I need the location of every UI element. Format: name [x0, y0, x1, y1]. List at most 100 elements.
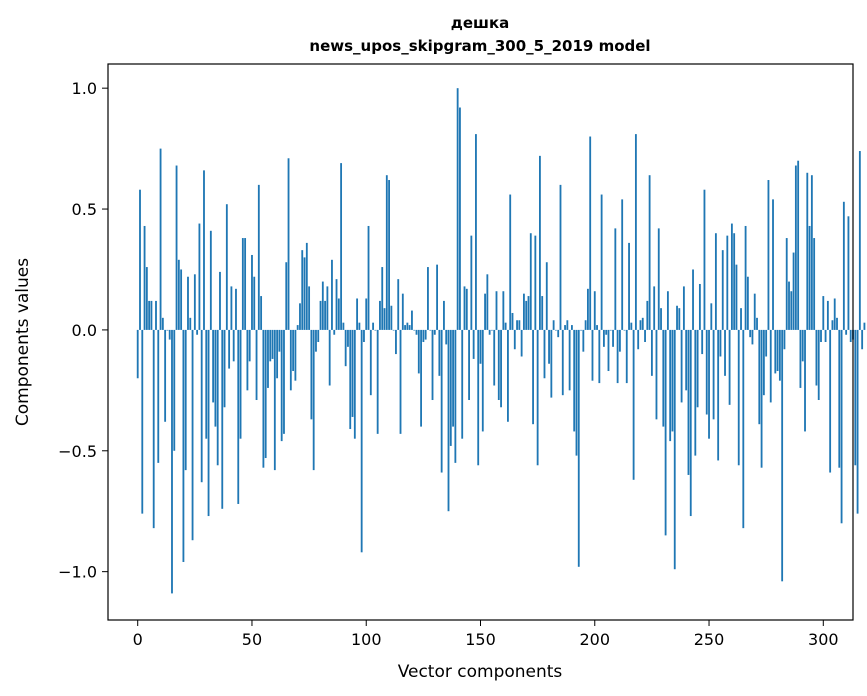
bar	[545, 262, 548, 330]
bar	[351, 329, 354, 417]
bar	[465, 288, 468, 330]
bar	[155, 300, 157, 330]
bar	[141, 329, 144, 514]
bar	[772, 199, 774, 330]
bar	[241, 238, 244, 330]
bar	[696, 329, 699, 408]
bar	[765, 329, 768, 357]
bar	[317, 329, 320, 342]
bar	[534, 235, 537, 330]
bar	[372, 322, 375, 330]
bar	[385, 175, 388, 330]
bar	[559, 184, 562, 330]
bar	[689, 329, 692, 517]
y-tick-label: 0.0	[72, 321, 97, 340]
bar	[815, 329, 818, 386]
bar	[655, 329, 658, 420]
x-tick-label: 100	[351, 630, 382, 649]
bar	[379, 300, 381, 330]
bar	[209, 230, 212, 330]
chart-title: дешка	[451, 14, 510, 32]
bar	[685, 329, 688, 391]
bar	[358, 322, 361, 330]
bar	[381, 267, 384, 330]
x-tick-label: 250	[694, 630, 725, 649]
bar	[161, 317, 164, 330]
bar	[817, 329, 820, 401]
bar	[746, 276, 749, 330]
bar	[191, 329, 194, 541]
bar	[303, 257, 306, 330]
bar	[335, 279, 338, 330]
y-axis-label: Components values	[13, 258, 33, 426]
bar	[150, 300, 153, 330]
bar	[333, 329, 336, 335]
bar	[523, 293, 525, 330]
bar	[628, 242, 630, 330]
bar	[856, 329, 859, 514]
bar	[436, 264, 438, 330]
bar	[157, 329, 160, 463]
y-tick-label: 1.0	[72, 79, 97, 98]
bar	[495, 291, 498, 330]
bar	[235, 288, 237, 330]
bar	[287, 158, 290, 330]
bar	[644, 329, 646, 342]
bar	[342, 322, 345, 330]
bar	[758, 329, 761, 425]
bar	[721, 250, 724, 330]
bar	[737, 329, 740, 466]
bar	[475, 134, 477, 330]
bar	[740, 308, 742, 330]
bar	[481, 329, 484, 432]
bar	[621, 199, 624, 330]
bar	[680, 329, 683, 403]
bar	[319, 300, 322, 330]
bar	[262, 329, 265, 468]
bar	[299, 303, 301, 330]
bar	[751, 329, 754, 345]
bar	[520, 329, 523, 357]
bar	[344, 329, 347, 367]
bar	[429, 329, 432, 331]
bar	[219, 271, 221, 330]
bar	[717, 329, 720, 461]
bar	[221, 329, 224, 509]
bar	[255, 329, 258, 401]
bar	[568, 329, 571, 391]
bar	[593, 291, 596, 330]
bar	[413, 329, 416, 331]
bar	[639, 320, 642, 330]
bar	[139, 189, 141, 330]
bar	[168, 329, 171, 340]
bar	[232, 329, 235, 362]
bar	[783, 329, 786, 350]
bar	[662, 329, 665, 427]
bar	[790, 291, 793, 330]
bar	[477, 329, 480, 466]
bar	[657, 228, 660, 330]
bar	[463, 286, 466, 330]
bar	[641, 317, 644, 330]
bar	[511, 312, 514, 330]
bar	[310, 329, 313, 420]
bar	[289, 329, 292, 391]
bar	[774, 329, 777, 374]
y-axis: −1.0 −0.5 0.0 0.5 1.0	[58, 79, 108, 582]
x-axis-label: Vector components	[398, 662, 563, 682]
bar	[719, 329, 722, 357]
bar	[230, 286, 233, 330]
bar	[404, 325, 406, 330]
bar	[714, 233, 717, 330]
bar	[618, 329, 621, 352]
bar	[324, 300, 327, 330]
bar	[500, 329, 502, 408]
bar	[328, 329, 331, 386]
bar	[776, 329, 779, 372]
bar	[804, 329, 806, 432]
bar	[708, 329, 710, 439]
x-tick-label: 150	[465, 630, 496, 649]
bar	[417, 329, 420, 374]
bar	[781, 329, 784, 582]
bar	[614, 228, 617, 330]
